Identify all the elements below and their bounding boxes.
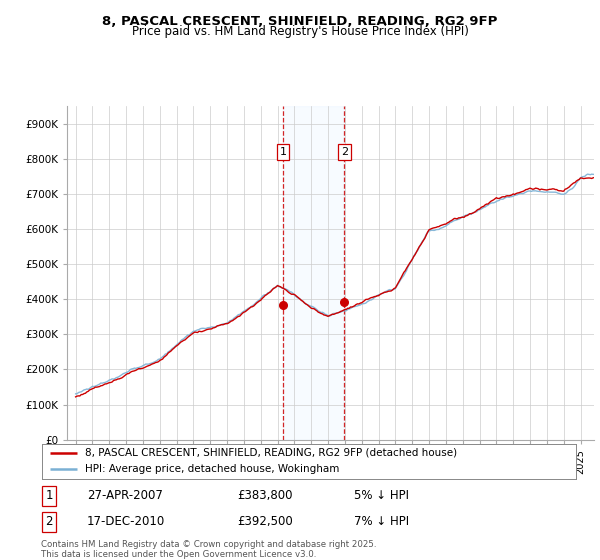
Bar: [283, 106, 344, 440]
Text: Price paid vs. HM Land Registry's House Price Index (HPI): Price paid vs. HM Land Registry's House …: [131, 25, 469, 38]
Text: £392,500: £392,500: [237, 515, 293, 529]
Text: 2: 2: [46, 515, 53, 529]
Text: 7% ↓ HPI: 7% ↓ HPI: [354, 515, 409, 529]
Text: 8, PASCAL CRESCENT, SHINFIELD, READING, RG2 9FP: 8, PASCAL CRESCENT, SHINFIELD, READING, …: [103, 15, 497, 28]
Text: 27-APR-2007: 27-APR-2007: [87, 489, 163, 502]
Text: 5% ↓ HPI: 5% ↓ HPI: [354, 489, 409, 502]
Text: 17-DEC-2010: 17-DEC-2010: [87, 515, 165, 529]
Text: 8, PASCAL CRESCENT, SHINFIELD, READING, RG2 9FP (detached house): 8, PASCAL CRESCENT, SHINFIELD, READING, …: [85, 448, 457, 458]
Text: 1: 1: [46, 489, 53, 502]
Text: HPI: Average price, detached house, Wokingham: HPI: Average price, detached house, Woki…: [85, 464, 339, 474]
Text: £383,800: £383,800: [237, 489, 293, 502]
Text: 1: 1: [280, 147, 286, 157]
Text: Contains HM Land Registry data © Crown copyright and database right 2025.
This d: Contains HM Land Registry data © Crown c…: [41, 540, 376, 559]
Text: 2: 2: [341, 147, 348, 157]
